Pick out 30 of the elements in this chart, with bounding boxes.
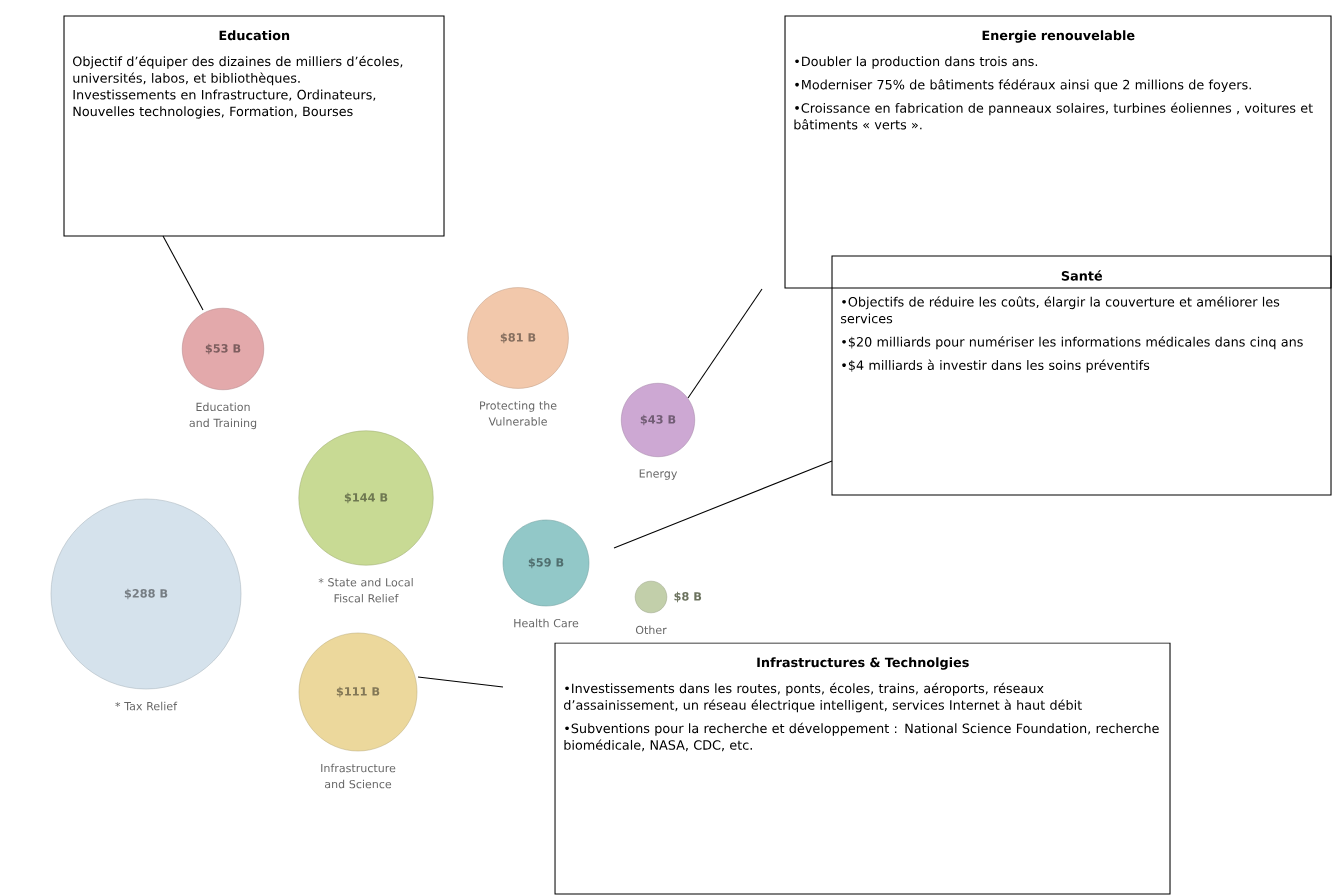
text: •$4 milliards à investir dans les soins préventifs [842,359,1150,373]
text: •Croissance en fabrication de panneaux solaires, turbines éoliennes , voitures et bâtiments « verts ». [794,102,1313,130]
text: Infrastructures & Technolgies [757,657,969,670]
text: •Subventions pour la recherche et développement : National Science Foundation, recherche biomédicale, NASA, CDC, etc. [564,722,1159,752]
category-label: Education and Training [189,402,257,430]
text: •Doubler la production dans trois ans. [795,56,1038,69]
category-label: Health Care [514,618,579,628]
category-label: * Tax Relief [115,701,178,711]
category-label: * State and Local Fiscal Relief [318,577,413,603]
category-label: Protecting the Vulnerable [480,401,557,426]
text: Objectif d’équiper des dizaines de milliers d’écoles, universités, labos, et bibliothèques. [72,55,403,86]
data-label: $111 B [336,686,380,698]
data-label: $53 B [205,343,241,355]
category-label: Other [635,625,667,635]
data-label: $43 B [640,414,676,426]
data-label: $144 B [344,492,388,504]
data-label: $8 B [674,591,702,603]
text: •Moderniser 75% de bâtiments fédéraux ainsi que 2 millions de foyers. [795,79,1251,92]
category-label: Infrastructure and Science [321,763,396,789]
data-label: $59 B [528,557,564,569]
text: •$20 milliards pour numériser les informations médicales dans cinq ans [842,336,1303,350]
text: Energie renouvelable [982,30,1135,43]
text: Investissements en Infrastructure, Ordinateurs, Nouvelles technologies, Formation, Bourses [73,89,376,119]
text: •Investissements dans les routes, ponts, écoles, trains, aéroports, réseaux d’assainissement, un réseau électrique intelligent, services Internet à haut débit [563,682,1082,713]
data-label: $81 B [500,332,536,344]
category-label: Energy [639,469,678,480]
text: Education [219,30,290,41]
data-label: $288 B [124,588,168,600]
text: •Objectifs de réduire les coûts, élargir la couverture et améliorer les services [840,296,1280,324]
text: Santé [1061,270,1103,281]
